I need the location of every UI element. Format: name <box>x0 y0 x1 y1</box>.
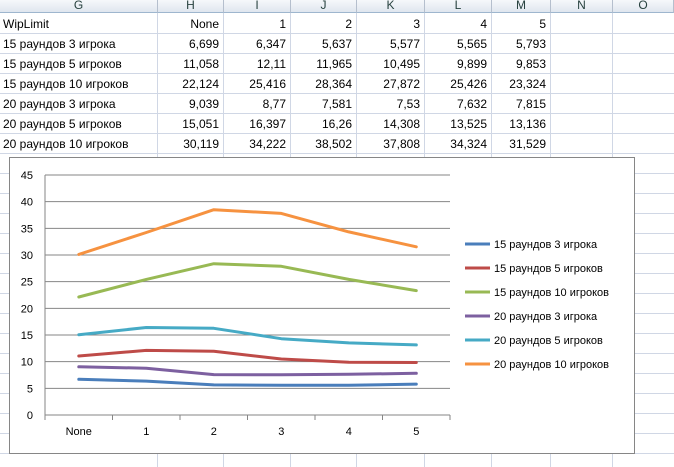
value-cell[interactable]: 7,632 <box>425 94 492 114</box>
row-label-cell[interactable]: 15 раундов 3 игрока <box>0 34 158 54</box>
y-tick-label: 35 <box>21 223 33 235</box>
value-cell[interactable]: 27,872 <box>357 74 425 94</box>
value-cell[interactable]: 25,426 <box>425 74 492 94</box>
y-tick-label: 0 <box>27 410 33 422</box>
column-header-i[interactable]: I <box>224 0 291 13</box>
row-label-cell[interactable]: 20 раундов 5 игроков <box>0 114 158 134</box>
row-label-cell[interactable]: 15 раундов 10 игроков <box>0 74 158 94</box>
value-cell[interactable]: 13,136 <box>492 114 551 134</box>
value-cell[interactable]: 9,039 <box>158 94 224 114</box>
value-cell[interactable]: 25,416 <box>224 74 291 94</box>
value-cell[interactable]: 16,26 <box>291 114 357 134</box>
y-tick-label: 30 <box>21 250 33 262</box>
row-label-cell[interactable]: 15 раундов 5 игроков <box>0 54 158 74</box>
value-cell[interactable]: 28,364 <box>291 74 357 94</box>
legend-label: 15 раундов 5 игроков <box>494 263 603 275</box>
value-cell[interactable]: 34,222 <box>224 134 291 154</box>
value-cell[interactable]: 6,347 <box>224 34 291 54</box>
x-tick-label: 4 <box>346 426 352 438</box>
value-cell[interactable]: 5,565 <box>425 34 492 54</box>
column-header-h[interactable]: H <box>158 0 224 13</box>
series-line-6 <box>77 208 418 256</box>
x-tick-label: 1 <box>143 426 149 438</box>
value-cell[interactable]: None <box>158 14 224 34</box>
legend-label: 15 раундов 10 игроков <box>494 287 609 299</box>
value-cell[interactable]: 5,793 <box>492 34 551 54</box>
value-cell[interactable]: 30,119 <box>158 134 224 154</box>
series-line-2 <box>77 348 418 364</box>
value-cell[interactable]: 16,397 <box>224 114 291 134</box>
value-cell[interactable]: 8,77 <box>224 94 291 114</box>
value-cell[interactable]: 11,965 <box>291 54 357 74</box>
column-header-j[interactable]: J <box>291 0 357 13</box>
legend-label: 20 раундов 10 игроков <box>494 359 609 371</box>
line-chart[interactable]: 0 5 10 15 20 25 30 35 40 45 None 1 2 3 4 5 15 раундов 3 … <box>9 157 635 454</box>
value-cell[interactable]: 23,324 <box>492 74 551 94</box>
column-header-l[interactable]: L <box>425 0 492 13</box>
legend-label: 20 раундов 3 игрока <box>494 311 598 323</box>
value-cell[interactable]: 14,308 <box>357 114 425 134</box>
row-label-cell[interactable]: WipLimit <box>0 14 158 34</box>
y-tick-label: 45 <box>21 170 33 182</box>
y-tick-label: 25 <box>21 277 33 289</box>
column-header-o[interactable]: O <box>613 0 674 13</box>
value-cell[interactable]: 5,637 <box>291 34 357 54</box>
row-label-cell[interactable]: 20 раундов 3 игрока <box>0 94 158 114</box>
value-cell[interactable]: 12,11 <box>224 54 291 74</box>
value-cell[interactable]: 5 <box>492 14 551 34</box>
value-cell[interactable]: 9,899 <box>425 54 492 74</box>
value-cell[interactable]: 38,502 <box>291 134 357 154</box>
value-cell[interactable]: 11,058 <box>158 54 224 74</box>
value-cell[interactable]: 15,051 <box>158 114 224 134</box>
series-line-3 <box>77 262 418 299</box>
legend-label: 15 раундов 3 игрока <box>494 239 598 251</box>
value-cell[interactable]: 3 <box>357 14 425 34</box>
value-cell[interactable]: 1 <box>224 14 291 34</box>
y-tick-label: 20 <box>21 303 33 315</box>
value-cell[interactable]: 37,808 <box>357 134 425 154</box>
column-header-g[interactable]: G <box>0 0 158 13</box>
value-cell[interactable]: 9,853 <box>492 54 551 74</box>
value-cell[interactable]: 4 <box>425 14 492 34</box>
y-tick-label: 10 <box>21 357 33 369</box>
value-cell[interactable]: 22,124 <box>158 74 224 94</box>
value-cell[interactable]: 13,525 <box>425 114 492 134</box>
row-label-cell[interactable]: 20 раундов 10 игроков <box>0 134 158 154</box>
x-tick-label: 2 <box>211 426 217 438</box>
series-line-1 <box>77 377 418 387</box>
column-header-n[interactable]: N <box>551 0 613 13</box>
value-cell[interactable]: 6,699 <box>158 34 224 54</box>
value-cell[interactable]: 5,577 <box>357 34 425 54</box>
value-cell[interactable]: 34,324 <box>425 134 492 154</box>
x-tick-label: None <box>66 426 92 438</box>
y-tick-label: 5 <box>27 383 33 395</box>
column-header-m[interactable]: M <box>492 0 551 13</box>
series-line-5 <box>77 326 418 347</box>
value-cell[interactable]: 7,815 <box>492 94 551 114</box>
x-tick-label: 5 <box>413 426 419 438</box>
value-cell[interactable]: 31,529 <box>492 134 551 154</box>
series-line-4 <box>77 365 418 377</box>
x-tick-label: 3 <box>278 426 284 438</box>
y-tick-label: 40 <box>21 197 33 209</box>
value-cell[interactable]: 7,53 <box>357 94 425 114</box>
y-tick-label: 15 <box>21 330 33 342</box>
value-cell[interactable]: 2 <box>291 14 357 34</box>
value-cell[interactable]: 10,495 <box>357 54 425 74</box>
legend-label: 20 раундов 5 игроков <box>494 335 603 347</box>
column-header-k[interactable]: K <box>357 0 425 13</box>
value-cell[interactable]: 7,581 <box>291 94 357 114</box>
